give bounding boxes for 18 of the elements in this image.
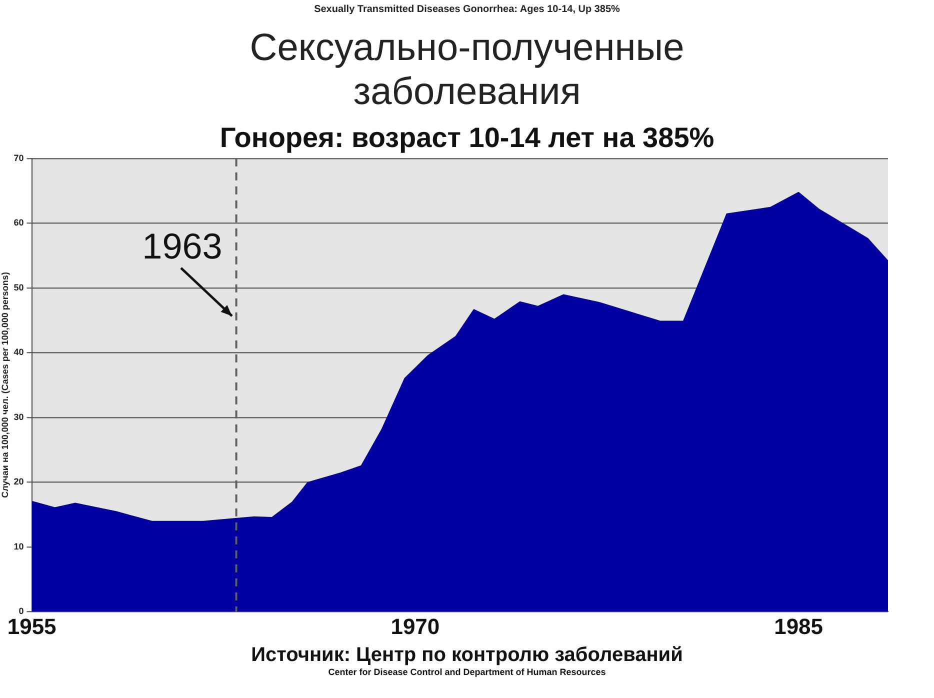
y-tick-label: 70 (14, 152, 24, 163)
x-tick-label: 1955 (7, 614, 56, 639)
text: Sexually Transmitted Diseases Gonorrhea: Ages 10-14, Up 385% (313, 4, 621, 15)
y-tick-label: 40 (14, 347, 24, 358)
y-tick-label: 20 (14, 476, 24, 487)
y-tick-label: 50 (14, 282, 24, 292)
y-axis-title: Случаи на 100,000 чел. (Cases per 100,000 persons) (0, 272, 10, 498)
text: Источник: Центр по контролю заболеваний (250, 644, 684, 667)
chart-title: Сексуально-полученные заболевания (248, 26, 686, 114)
text: Center for Disease Control and Department of Human Resources (327, 667, 607, 677)
chart-subtitle: Гонорея: возраст 10-14 лет на 385% (218, 122, 716, 154)
x-tick-label: 1970 (390, 614, 440, 639)
ref-line-label: 1963 (142, 225, 222, 266)
x-tick-label: 1985 (774, 614, 824, 639)
y-tick-label: 60 (14, 218, 24, 228)
y-tick-label: 30 (14, 412, 24, 422)
y-tick-label: 0 (18, 606, 24, 616)
y-tick-label: 10 (14, 541, 24, 552)
